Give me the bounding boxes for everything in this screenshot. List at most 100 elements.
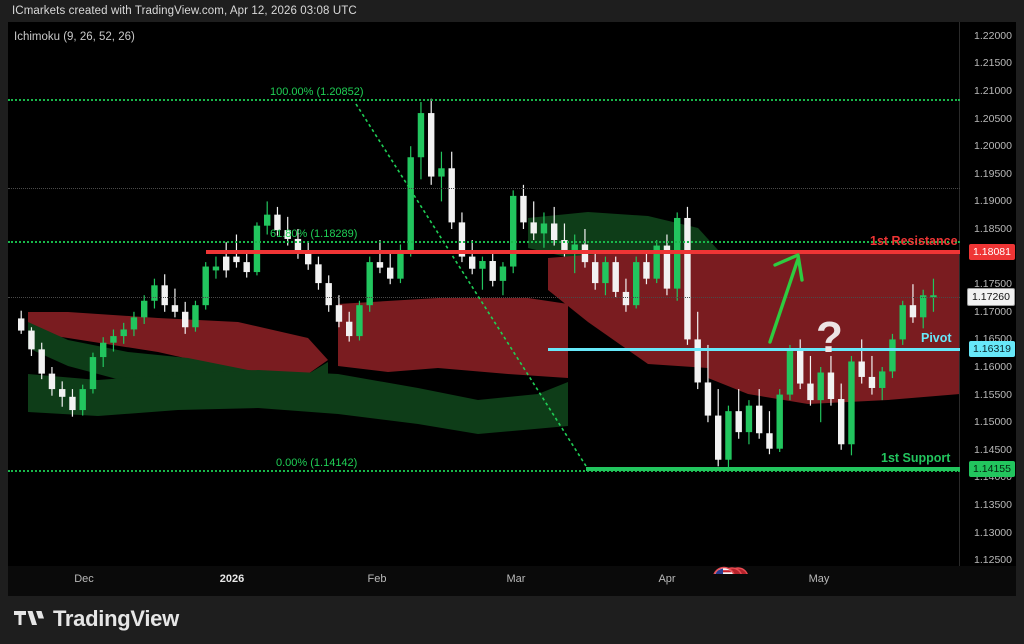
gridline-lower <box>8 297 960 299</box>
candle <box>838 383 845 450</box>
ichimoku-cloud <box>338 298 568 378</box>
question-mark-annotation: ? <box>816 313 843 362</box>
candle <box>489 251 496 287</box>
candle <box>879 367 886 401</box>
indicator-legend[interactable]: Ichimoku (9, 26, 52, 26) <box>14 31 135 43</box>
ichimoku-cloud <box>28 312 328 374</box>
candle <box>243 249 250 278</box>
candle <box>653 240 660 284</box>
price-tick: 1.22000 <box>974 29 1012 42</box>
price-tick: 1.21500 <box>974 57 1012 70</box>
candle <box>335 295 343 328</box>
tradingview-logo-icon <box>14 609 44 629</box>
candle <box>59 381 66 407</box>
price-tick: 1.12500 <box>974 554 1012 567</box>
candle <box>725 405 732 470</box>
candle <box>643 251 650 285</box>
us-flag-event-icon[interactable] <box>704 566 752 574</box>
price-tick: 1.13500 <box>974 499 1012 511</box>
level-label: 1st Support <box>881 450 951 465</box>
candle <box>428 98 435 185</box>
candle <box>899 300 906 345</box>
candle <box>776 389 783 453</box>
candle <box>356 300 363 341</box>
candle <box>469 240 476 275</box>
candle <box>376 240 384 274</box>
candle <box>192 300 199 332</box>
price-tick: 1.18500 <box>974 223 1012 235</box>
time-axis[interactable]: Dec 2026 Feb Mar Apr May <box>8 566 1016 596</box>
candle <box>622 278 630 312</box>
price-badge-last-price[interactable]: 1.17260 <box>967 288 1015 307</box>
candle <box>366 256 373 312</box>
candle <box>510 190 517 274</box>
candle <box>920 289 927 329</box>
level-line-bar <box>548 347 960 351</box>
candle <box>930 278 937 312</box>
candle <box>325 275 332 312</box>
candle <box>161 274 168 312</box>
candle <box>633 256 640 309</box>
candle <box>684 206 691 345</box>
fib-level-label: 0.00% (1.14142) <box>276 456 358 469</box>
price-tick: 1.19500 <box>974 167 1012 180</box>
candle <box>151 278 158 309</box>
time-tick: 2026 <box>219 573 245 585</box>
price-tick: 1.21000 <box>974 85 1012 97</box>
candle <box>807 355 814 406</box>
candle <box>438 151 445 202</box>
candle <box>223 242 230 278</box>
price-badge-pivot[interactable]: 1.16319 <box>969 341 1015 358</box>
fib-level-label: 61.80% (1.18289) <box>270 227 358 240</box>
price-tick: 1.20500 <box>974 112 1012 125</box>
price-tick: 1.14500 <box>974 443 1012 456</box>
candle <box>264 201 271 235</box>
chart-plot-area[interactable]: 100.00% (1.20852) 61.80% (1.18289) 0.00% (… <box>8 22 960 574</box>
price-tick: 1.16000 <box>974 361 1012 373</box>
candle <box>202 262 209 310</box>
candle <box>48 367 56 396</box>
candle <box>305 242 312 270</box>
candle <box>79 384 86 416</box>
candle <box>479 256 486 290</box>
candle <box>448 151 455 229</box>
candle <box>868 355 876 395</box>
candle <box>848 355 855 456</box>
candle <box>38 342 45 380</box>
price-badge-resistance[interactable]: 1.18081 <box>969 244 1015 261</box>
fib-level-line[interactable] <box>8 240 960 243</box>
candle <box>827 355 835 406</box>
price-tick: 1.17500 <box>974 278 1012 291</box>
fib-level-label: 100.00% (1.20852) <box>270 86 364 99</box>
price-badge-support[interactable]: 1.14155 <box>969 460 1015 477</box>
candle <box>18 310 25 334</box>
candle <box>909 284 917 323</box>
time-tick: Mar <box>506 573 526 585</box>
price-axis[interactable]: 1.22000 1.21500 1.21000 1.20500 1.20000 1.195… <box>960 22 1016 596</box>
fib-level-line[interactable] <box>8 469 960 472</box>
time-tick: Dec <box>74 573 94 585</box>
candle <box>889 333 896 379</box>
candle <box>612 256 619 298</box>
candle <box>704 344 712 423</box>
price-tick: 1.13000 <box>974 526 1012 539</box>
candle <box>182 301 189 334</box>
candle <box>69 389 76 417</box>
price-tick: 1.19000 <box>974 195 1012 208</box>
level-label: 1st Resistance <box>870 234 958 249</box>
candle <box>674 212 681 301</box>
tradingview-branding: TradingView <box>14 606 179 632</box>
candle <box>110 329 117 352</box>
candle <box>458 212 466 263</box>
fib-level-line[interactable] <box>8 99 960 102</box>
level-line-bar <box>586 466 960 471</box>
candle <box>786 344 794 401</box>
level-label: Pivot <box>921 331 952 346</box>
candle <box>663 234 671 296</box>
candle <box>715 389 722 467</box>
candle <box>28 327 35 356</box>
candle <box>602 256 609 296</box>
candle <box>797 339 804 390</box>
candle <box>766 411 773 455</box>
